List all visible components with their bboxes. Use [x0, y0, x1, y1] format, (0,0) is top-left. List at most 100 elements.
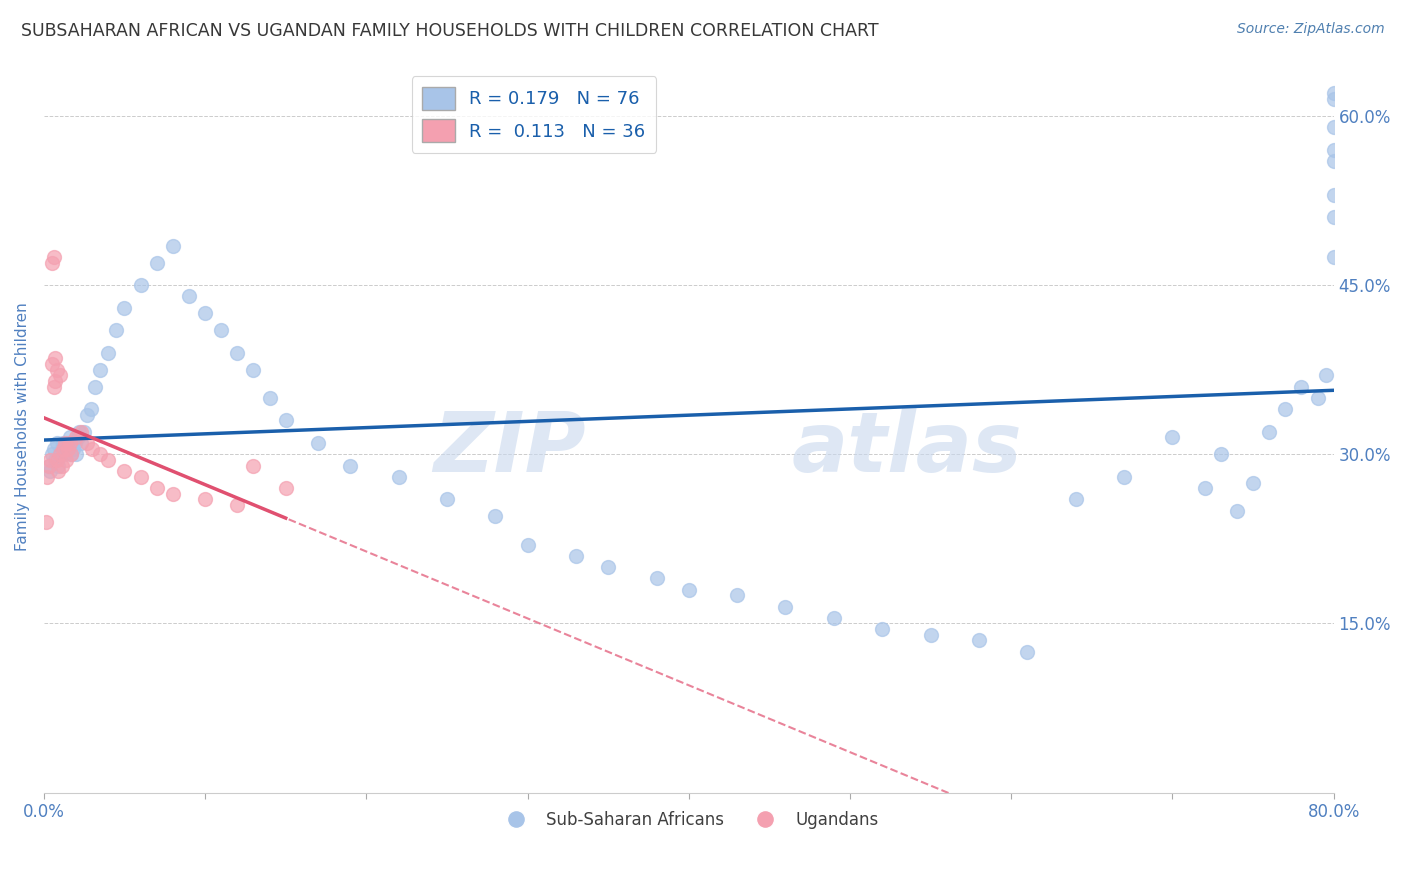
Ugandans: [49, 447, 72, 461]
Sub-Saharan Africans: [339, 458, 361, 473]
Text: SUBSAHARAN AFRICAN VS UGANDAN FAMILY HOUSEHOLDS WITH CHILDREN CORRELATION CHART: SUBSAHARAN AFRICAN VS UGANDAN FAMILY HOU…: [21, 22, 879, 40]
Ugandans: [44, 351, 66, 366]
Ugandans: [38, 458, 60, 473]
Ugandans: [70, 425, 93, 439]
Sub-Saharan Africans: [1209, 447, 1232, 461]
Sub-Saharan Africans: [55, 442, 77, 456]
Sub-Saharan Africans: [1306, 391, 1329, 405]
Sub-Saharan Africans: [66, 430, 89, 444]
Sub-Saharan Africans: [1323, 211, 1346, 225]
Sub-Saharan Africans: [79, 402, 101, 417]
Sub-Saharan Africans: [70, 436, 93, 450]
Sub-Saharan Africans: [65, 447, 87, 461]
Ugandans: [129, 470, 152, 484]
Ugandans: [42, 250, 65, 264]
Sub-Saharan Africans: [39, 464, 62, 478]
Sub-Saharan Africans: [1194, 481, 1216, 495]
Sub-Saharan Africans: [1274, 402, 1296, 417]
Ugandans: [89, 447, 111, 461]
Ugandans: [49, 368, 72, 383]
Ugandans: [53, 436, 76, 450]
Sub-Saharan Africans: [105, 323, 128, 337]
Sub-Saharan Africans: [97, 346, 120, 360]
Ugandans: [162, 487, 184, 501]
Ugandans: [45, 453, 67, 467]
Sub-Saharan Africans: [76, 408, 98, 422]
Sub-Saharan Africans: [67, 425, 90, 439]
Sub-Saharan Africans: [1323, 87, 1346, 101]
Ugandans: [39, 453, 62, 467]
Sub-Saharan Africans: [194, 306, 217, 320]
Sub-Saharan Africans: [48, 458, 70, 473]
Sub-Saharan Africans: [387, 470, 409, 484]
Sub-Saharan Africans: [1323, 188, 1346, 202]
Sub-Saharan Africans: [1323, 120, 1346, 135]
Sub-Saharan Africans: [565, 549, 588, 563]
Ugandans: [194, 492, 217, 507]
Sub-Saharan Africans: [45, 436, 67, 450]
Sub-Saharan Africans: [56, 436, 79, 450]
Sub-Saharan Africans: [645, 571, 668, 585]
Sub-Saharan Africans: [145, 255, 167, 269]
Sub-Saharan Africans: [1315, 368, 1337, 383]
Ugandans: [145, 481, 167, 495]
Ugandans: [52, 442, 75, 456]
Sub-Saharan Africans: [1323, 154, 1346, 169]
Sub-Saharan Africans: [920, 628, 942, 642]
Sub-Saharan Africans: [242, 363, 264, 377]
Sub-Saharan Africans: [1112, 470, 1135, 484]
Sub-Saharan Africans: [63, 436, 86, 450]
Ugandans: [42, 379, 65, 393]
Sub-Saharan Africans: [775, 599, 797, 614]
Y-axis label: Family Households with Children: Family Households with Children: [15, 301, 30, 550]
Sub-Saharan Africans: [1291, 379, 1313, 393]
Ugandans: [114, 464, 136, 478]
Ugandans: [59, 436, 82, 450]
Ugandans: [34, 515, 56, 529]
Sub-Saharan Africans: [1161, 430, 1184, 444]
Sub-Saharan Africans: [598, 560, 620, 574]
Sub-Saharan Africans: [1241, 475, 1264, 490]
Sub-Saharan Africans: [226, 346, 249, 360]
Ugandans: [242, 458, 264, 473]
Sub-Saharan Africans: [484, 509, 506, 524]
Ugandans: [60, 447, 83, 461]
Sub-Saharan Africans: [114, 301, 136, 315]
Ugandans: [37, 470, 59, 484]
Sub-Saharan Africans: [967, 633, 990, 648]
Sub-Saharan Africans: [436, 492, 458, 507]
Sub-Saharan Africans: [823, 611, 845, 625]
Ugandans: [274, 481, 297, 495]
Sub-Saharan Africans: [89, 363, 111, 377]
Text: atlas: atlas: [792, 408, 1022, 489]
Sub-Saharan Africans: [274, 413, 297, 427]
Sub-Saharan Africans: [73, 425, 96, 439]
Sub-Saharan Africans: [1017, 645, 1039, 659]
Sub-Saharan Africans: [38, 458, 60, 473]
Sub-Saharan Africans: [42, 442, 65, 456]
Ugandans: [226, 498, 249, 512]
Sub-Saharan Africans: [1258, 425, 1281, 439]
Sub-Saharan Africans: [725, 588, 748, 602]
Sub-Saharan Africans: [209, 323, 232, 337]
Text: ZIP: ZIP: [433, 408, 585, 489]
Sub-Saharan Africans: [44, 453, 66, 467]
Ugandans: [45, 363, 67, 377]
Sub-Saharan Africans: [62, 442, 84, 456]
Ugandans: [76, 436, 98, 450]
Sub-Saharan Africans: [49, 447, 72, 461]
Sub-Saharan Africans: [52, 436, 75, 450]
Ugandans: [56, 442, 79, 456]
Ugandans: [97, 453, 120, 467]
Ugandans: [82, 442, 104, 456]
Legend: Sub-Saharan Africans, Ugandans: Sub-Saharan Africans, Ugandans: [492, 805, 886, 836]
Ugandans: [41, 255, 63, 269]
Sub-Saharan Africans: [1323, 250, 1346, 264]
Ugandans: [41, 357, 63, 371]
Sub-Saharan Africans: [1226, 504, 1249, 518]
Sub-Saharan Africans: [53, 447, 76, 461]
Sub-Saharan Africans: [259, 391, 281, 405]
Sub-Saharan Africans: [162, 238, 184, 252]
Sub-Saharan Africans: [59, 430, 82, 444]
Sub-Saharan Africans: [84, 379, 107, 393]
